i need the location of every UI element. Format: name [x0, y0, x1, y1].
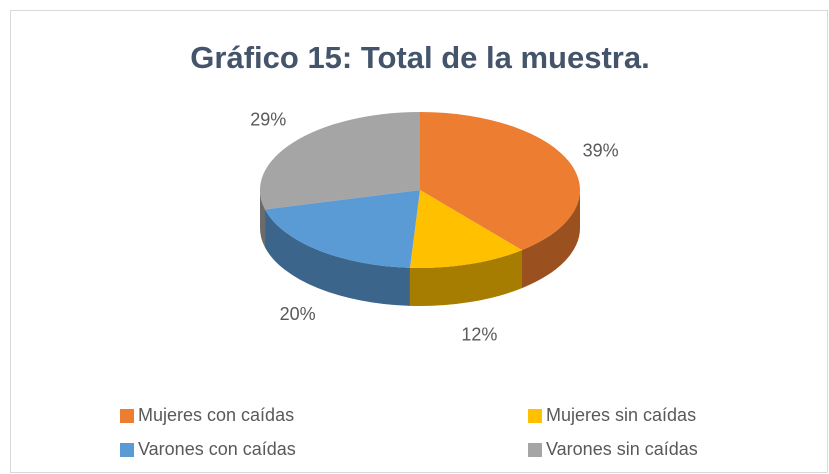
- chart-title: Gráfico 15: Total de la muestra.: [190, 40, 649, 75]
- slice-side: [260, 190, 266, 248]
- legend-swatch: [528, 409, 542, 423]
- slice-side: [265, 209, 410, 306]
- slice: [409, 190, 522, 269]
- legend-swatch: [528, 443, 542, 457]
- legend-label: Mujeres con caídas: [138, 405, 294, 425]
- slice: [260, 112, 420, 210]
- slice-side: [409, 250, 522, 307]
- slice-shade: [521, 190, 580, 289]
- legend-label: Mujeres sin caídas: [546, 405, 696, 425]
- data-label: 20%: [280, 304, 316, 324]
- data-label: 29%: [250, 109, 286, 129]
- slice-shade: [260, 190, 266, 248]
- legend-label: Varones con caídas: [138, 439, 296, 459]
- data-label: 39%: [583, 140, 619, 160]
- slice-shade: [265, 209, 410, 306]
- slice: [265, 190, 420, 268]
- legend-swatch: [120, 443, 134, 457]
- legend-label: Varones sin caídas: [546, 439, 698, 459]
- data-label: 12%: [461, 324, 497, 344]
- legend-swatch: [120, 409, 134, 423]
- slice-side: [521, 190, 580, 289]
- slice: [420, 112, 581, 251]
- slice-shade: [409, 250, 522, 307]
